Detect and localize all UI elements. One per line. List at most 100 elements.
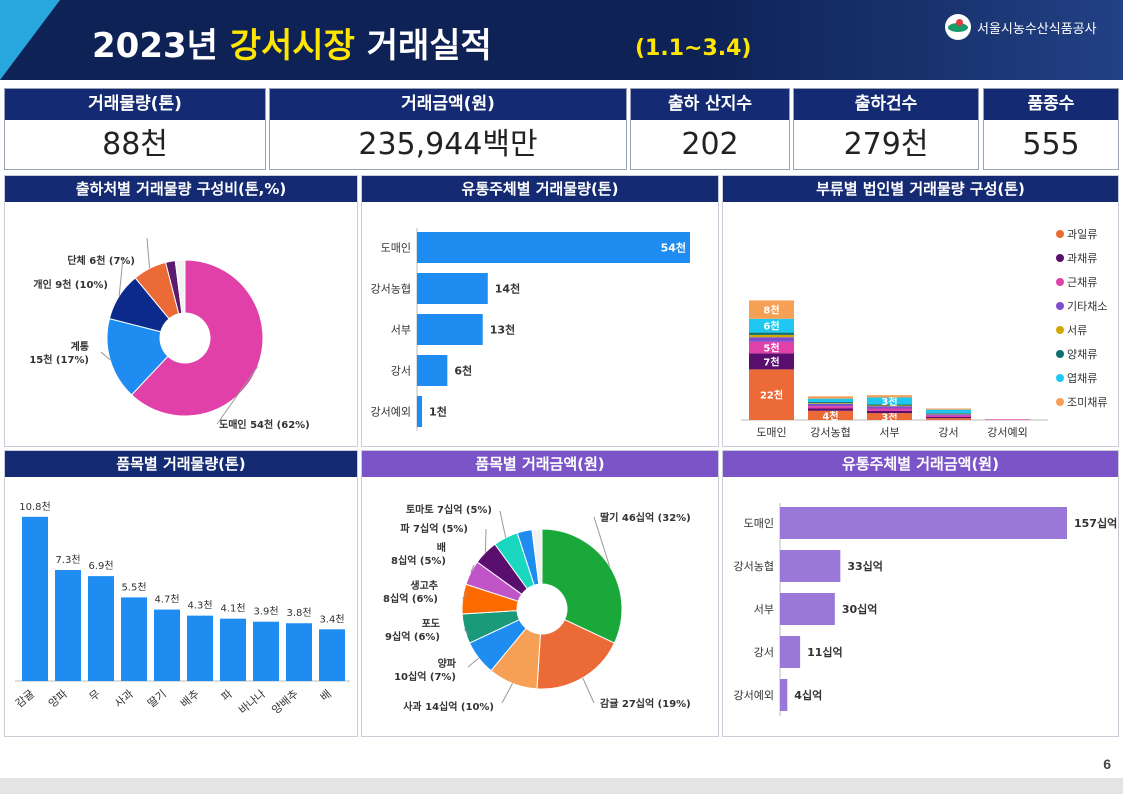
category-corp-seg-2-1	[867, 410, 912, 414]
item-amount-leader-2	[501, 683, 513, 704]
category-corp-legend-label-3: 기타채소	[1067, 300, 1107, 313]
category-corp-seg-2-0	[867, 413, 912, 420]
category-corp-legend-swatch-4	[1056, 326, 1064, 334]
item-volume-cat-label-0: 감귤	[13, 687, 37, 710]
entity-amount-bar-3	[780, 636, 801, 668]
panel-item-amount-title: 품목별 거래금액(원)	[362, 451, 718, 477]
category-corp-seg-2-2	[867, 408, 912, 411]
title-market: 강서시장	[229, 26, 355, 66]
item-amount-slice-10	[531, 528, 543, 585]
page-number: 6	[1103, 756, 1111, 772]
entity-amount-value-label-1: 33십억	[847, 559, 883, 573]
item-volume-cat-label-6: 파	[219, 687, 235, 703]
panel-entity-amount: 유통주체별 거래금액(원) 도매인 157십억 강서농협 33십억 서부 30십억 강서 11…	[722, 450, 1119, 737]
category-corp-cat-label-1: 강서농협	[810, 426, 850, 439]
entity-amount-value-label-2: 30십억	[842, 602, 878, 616]
item-volume-bar-0	[22, 516, 48, 681]
entity-volume-cat-label-1: 강서농협	[371, 283, 411, 296]
category-corp-seg-0-4	[749, 334, 794, 338]
item-amount-leader-5	[462, 591, 469, 600]
category-corp-seg-1-3	[808, 403, 853, 407]
item-volume-bar-5	[187, 615, 213, 681]
category-corp-legend-swatch-2	[1056, 278, 1064, 286]
category-corp-seg-label-2-0: 3천	[881, 411, 897, 424]
category-corp-legend-swatch-0	[1056, 230, 1064, 238]
source-share-leader-2	[118, 257, 124, 297]
source-share-leader-1	[100, 351, 111, 361]
entity-volume-cat-label-0: 도매인	[381, 242, 411, 255]
item-amount-leader-0	[593, 516, 611, 567]
item-amount-leader-6	[470, 564, 475, 573]
item-volume-bar-3	[121, 597, 147, 681]
kpi-volume-label: 거래물량(톤)	[5, 89, 265, 120]
panel-source-share: 출하처별 거래물량 구성비(톤,%) 도매인 54천 (62%) 계통 15천 (1…	[4, 175, 358, 447]
entity-amount-cat-label-1: 강서농협	[734, 560, 774, 573]
entity-amount-bar-0	[780, 507, 1067, 539]
entity-volume-cat-label-3: 강서	[391, 365, 411, 378]
category-corp-seg-0-5	[749, 332, 794, 335]
category-corp-seg-4-2	[985, 419, 1030, 420]
item-volume-value-label-0: 10.8천	[19, 501, 50, 513]
item-volume-value-label-3: 5.5천	[121, 581, 146, 593]
entity-volume-value-label-4: 1천	[429, 405, 447, 419]
item-amount-leader-1	[582, 677, 595, 704]
header-banner: 2023년 강서시장 거래실적 (1.1~3.4) 서울시농수산식품공사	[0, 0, 1123, 80]
category-corp-seg-1-5	[808, 402, 853, 404]
kpi-varieties: 품종수 555	[983, 88, 1119, 170]
category-corp-legend-label-5: 양채류	[1067, 348, 1097, 361]
item-volume-bar-7	[253, 621, 279, 681]
panel-entity-volume-title: 유통주체별 거래물량(톤)	[362, 176, 718, 202]
item-amount-label-6-line-0: 배	[437, 541, 446, 554]
item-amount-label-6-line-1: 8십억 (5%)	[391, 554, 446, 567]
chart-item-amount-donut: 딸기 46십억 (32%) 감귤 27십억 (19%) 사과 14십억 (10%) 양…	[383, 503, 691, 713]
item-amount-label-0: 딸기 46십억 (32%)	[600, 511, 691, 524]
item-volume-cat-label-4: 딸기	[145, 687, 169, 710]
item-volume-value-label-5: 4.3천	[187, 600, 212, 612]
item-volume-value-label-6: 4.1천	[220, 603, 245, 615]
entity-volume-cat-label-4: 강서예외	[371, 406, 411, 419]
item-amount-label-2: 사과 14십억 (10%)	[403, 700, 494, 713]
entity-amount-cat-label-4: 강서예외	[734, 689, 774, 702]
category-corp-legend-label-6: 엽채류	[1067, 372, 1097, 385]
item-volume-bar-4	[154, 609, 180, 681]
category-corp-legend-swatch-1	[1056, 254, 1064, 262]
category-corp-legend-label-2: 근채류	[1067, 276, 1097, 289]
entity-volume-value-label-3: 6천	[454, 364, 472, 378]
kpi-volume-value: 88천	[102, 127, 168, 162]
item-amount-leader-4	[464, 628, 469, 636]
kpi-shipments-value: 279천	[843, 127, 929, 162]
item-volume-cat-label-7: 바나나	[236, 687, 268, 716]
footer-bar	[0, 778, 1123, 794]
entity-volume-bar-4	[417, 396, 423, 427]
entity-volume-bar-0	[417, 232, 690, 263]
panel-source-share-title: 출하처별 거래물량 구성비(톤,%)	[5, 176, 357, 202]
kpi-origins-label: 출하 산지수	[631, 89, 789, 120]
entity-volume-value-label-0: 54천	[661, 241, 686, 255]
source-share-label-3: 단체 6천 (7%)	[67, 254, 135, 267]
item-volume-value-label-9: 3.4천	[319, 613, 344, 625]
entity-amount-cat-label-3: 강서	[754, 646, 774, 659]
panel-category-corp-title: 부류별 법인별 거래물량 구성(톤)	[723, 176, 1118, 202]
header-accent-stripe	[0, 0, 60, 80]
item-volume-value-label-8: 3.8천	[286, 607, 311, 619]
entity-volume-bar-1	[417, 273, 488, 304]
org-logo: 서울시농수산식품공사	[945, 14, 1097, 40]
item-volume-bar-2	[88, 576, 114, 681]
item-amount-leader-8	[499, 510, 507, 538]
category-corp-seg-1-6	[808, 398, 853, 403]
item-amount-label-3-line-1: 10십억 (7%)	[394, 670, 456, 683]
kpi-varieties-value: 555	[1022, 127, 1080, 162]
kpi-amount-value: 235,944백만	[358, 127, 538, 162]
title-suffix: 거래실적	[354, 26, 492, 66]
category-corp-legend-label-4: 서류	[1067, 324, 1087, 337]
entity-amount-value-label-3: 11십억	[807, 645, 843, 659]
source-share-label-1-line-1: 15천 (17%)	[29, 353, 89, 366]
source-share-leader-3	[146, 237, 151, 269]
item-amount-leader-7	[484, 528, 487, 553]
item-volume-bar-1	[55, 570, 81, 681]
kpi-volume: 거래물량(톤) 88천	[4, 88, 266, 170]
